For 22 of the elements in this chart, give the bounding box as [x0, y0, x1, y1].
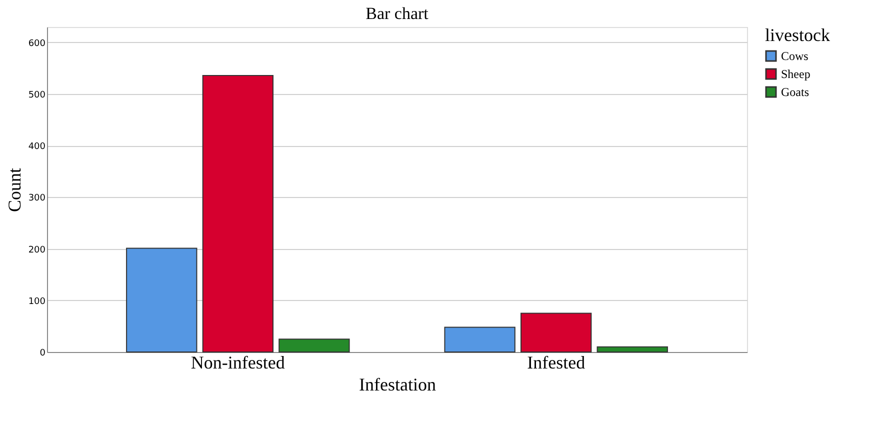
y-tick-label: 300 [28, 194, 46, 204]
y-tick-label: 200 [28, 245, 46, 256]
bar [278, 338, 350, 352]
x-axis-title: Infestation [359, 374, 436, 394]
bar [444, 326, 516, 352]
y-tick-label: 0 [40, 348, 46, 358]
y-axis-title: Count [4, 168, 24, 212]
y-tick-label: 600 [28, 38, 46, 49]
chart-title: Bar chart [366, 4, 429, 23]
legend-title: livestock [765, 25, 830, 45]
legend-label: Goats [781, 85, 810, 99]
bar [596, 346, 668, 352]
bar [126, 248, 198, 352]
y-tick-label: 500 [28, 90, 46, 101]
bar [520, 312, 592, 352]
x-tick-label: Non-infested [190, 352, 285, 372]
y-tick-label: 400 [28, 142, 46, 152]
x-tick-label: Infested [527, 352, 586, 372]
y-tick-label: 100 [28, 296, 46, 307]
legend-label: Sheep [781, 67, 810, 81]
legend-label: Cows [781, 49, 809, 63]
bar [202, 74, 274, 352]
